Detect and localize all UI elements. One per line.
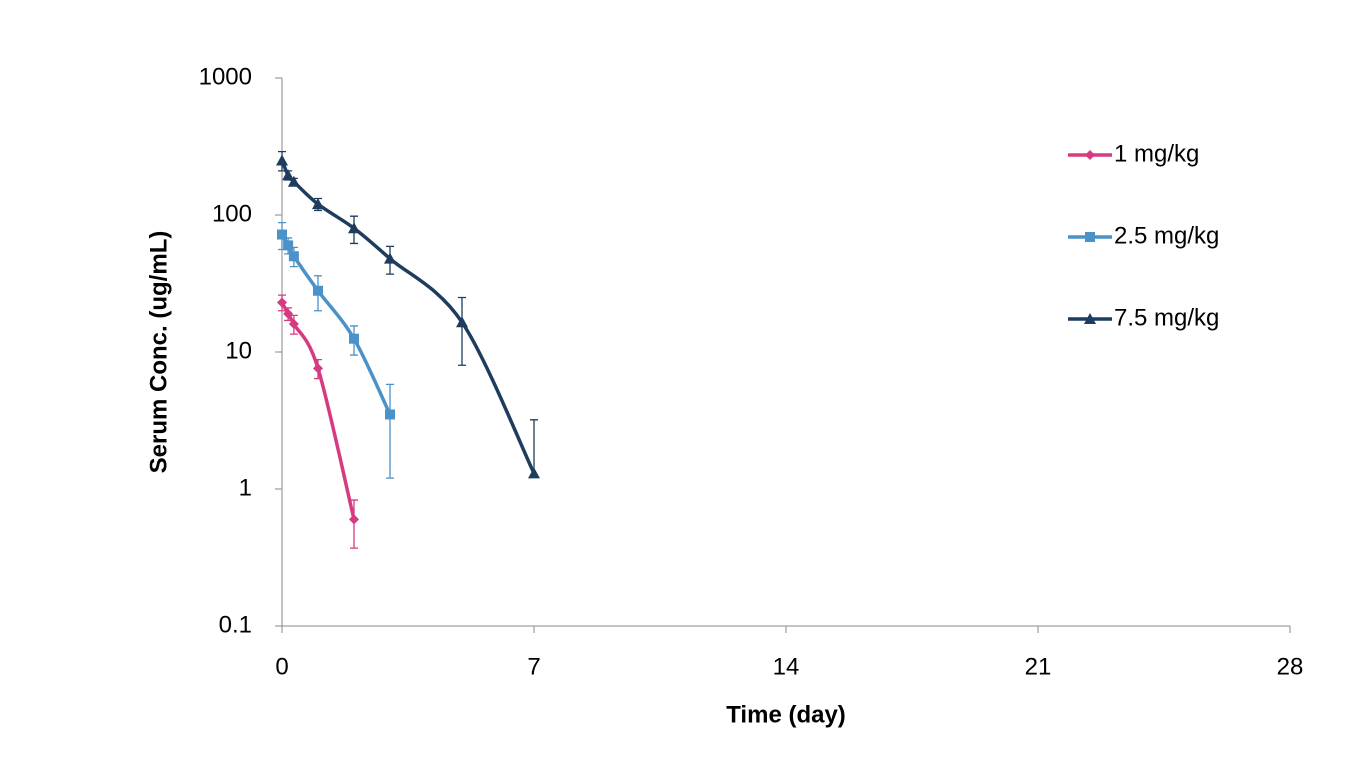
data-point [282,169,295,181]
y-tick-label: 10 [225,337,252,364]
data-point [385,409,395,420]
x-tick-label: 0 [275,653,288,680]
data-point [456,316,468,328]
x-axis-title: Time (day) [726,701,846,728]
error-bar [386,383,394,479]
x-tick-label: 21 [1025,653,1052,680]
y-tick-label: 1 [239,474,252,501]
data-point [287,175,300,187]
data-point [313,285,323,296]
error-bar [530,419,538,474]
x-tick-label: 14 [773,653,800,680]
legend-label: 2.5 mg/kg [1114,222,1219,249]
legend-marker [1084,313,1096,324]
data-point [283,240,294,251]
data-point [276,154,288,166]
data-point [384,252,396,264]
legend-marker [1085,232,1095,242]
x-tick-label: 7 [527,653,540,680]
data-point [288,251,299,262]
y-tick-label: 100 [212,200,252,227]
data-point [313,363,323,374]
y-axis-title: Serum Conc. (ug/mL) [145,231,172,474]
data-point [528,467,540,479]
data-point [349,333,359,344]
x-tick-label: 28 [1277,653,1304,680]
y-tick-label: 1000 [199,63,252,90]
legend-label: 7.5 mg/kg [1114,304,1219,331]
data-point [312,198,324,210]
series-line [280,301,356,520]
y-tick-label: 0.1 [219,611,252,638]
error-bar [458,296,466,366]
data-point [277,297,287,308]
data-point [288,319,299,330]
data-point [283,308,294,319]
legend-marker [1085,150,1095,160]
legend-label: 1 mg/kg [1114,140,1199,167]
data-point [348,222,360,234]
data-point [277,229,287,240]
data-point [349,514,359,525]
